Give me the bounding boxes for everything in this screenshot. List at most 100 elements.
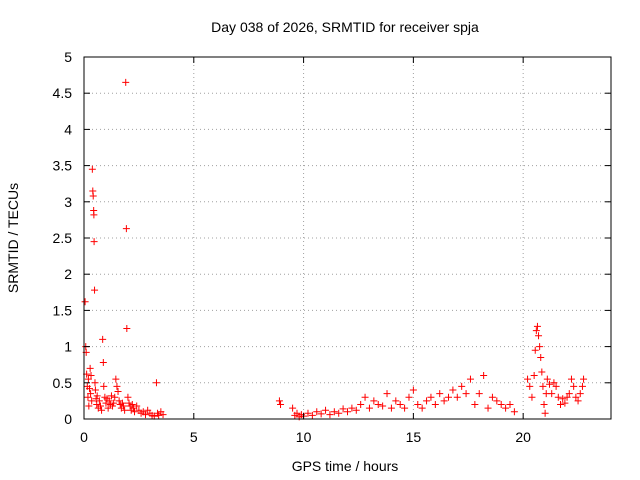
data-point <box>100 382 108 390</box>
data-point <box>484 404 492 412</box>
data-point <box>317 410 325 418</box>
data-point <box>526 382 534 390</box>
data-point <box>440 397 448 405</box>
data-point <box>546 380 554 388</box>
data-point <box>96 402 104 410</box>
data-point <box>561 399 569 407</box>
data-point <box>85 385 93 393</box>
data-point <box>81 298 89 306</box>
data-point <box>576 390 584 398</box>
data-point <box>275 397 283 405</box>
y-tick-label: 1.5 <box>53 302 73 318</box>
data-point <box>155 411 163 419</box>
data-point <box>289 404 297 412</box>
data-point <box>572 393 580 401</box>
data-point <box>540 401 548 409</box>
data-point <box>497 401 505 409</box>
data-point <box>578 382 586 390</box>
data-point <box>133 402 141 410</box>
data-point <box>99 335 107 343</box>
data-point <box>150 412 158 420</box>
data-point <box>488 393 496 401</box>
data-point <box>93 392 101 400</box>
data-point <box>330 408 338 416</box>
data-point <box>84 375 92 383</box>
y-tick-label: 3.5 <box>53 158 73 174</box>
data-point <box>466 375 474 383</box>
data-point <box>87 372 95 380</box>
axis-ticks <box>83 56 611 420</box>
data-point <box>401 404 409 412</box>
data-point <box>409 386 417 394</box>
data-point <box>552 382 560 390</box>
data-point <box>535 332 543 340</box>
data-point <box>550 379 558 387</box>
data-point <box>556 401 564 409</box>
y-tick-label: 4 <box>64 121 72 137</box>
data-point <box>423 397 431 405</box>
data-point <box>91 386 99 394</box>
data-point <box>124 393 132 401</box>
data-point <box>141 411 149 419</box>
data-point <box>107 392 115 400</box>
data-point <box>580 375 588 383</box>
data-point <box>125 399 133 407</box>
data-point <box>475 390 483 398</box>
x-tick-label: 0 <box>80 429 88 445</box>
data-point <box>90 238 98 246</box>
data-point <box>436 390 444 398</box>
data-point <box>89 192 97 200</box>
data-point <box>326 411 334 419</box>
data-point <box>445 393 453 401</box>
data-point <box>537 353 545 361</box>
data-point <box>449 386 457 394</box>
data-point <box>308 411 316 419</box>
data-point <box>293 409 301 417</box>
data-point <box>506 401 514 409</box>
data-point <box>563 393 571 401</box>
data-point <box>114 387 122 395</box>
data-point <box>453 393 461 401</box>
data-point <box>471 401 479 409</box>
data-point <box>105 397 113 405</box>
data-point <box>361 393 369 401</box>
y-tick-label: 0.5 <box>53 375 73 391</box>
data-point <box>541 409 549 417</box>
data-point <box>365 404 373 412</box>
grid-lines <box>84 57 611 419</box>
data-point <box>90 211 98 219</box>
data-point <box>543 375 551 383</box>
data-point <box>120 402 128 410</box>
y-tick-label: 4.5 <box>53 85 73 101</box>
x-tick-label: 10 <box>296 429 312 445</box>
x-tick-label: 5 <box>190 429 198 445</box>
data-point <box>110 399 118 407</box>
y-tick-label: 1 <box>64 339 72 355</box>
data-point <box>493 397 501 405</box>
y-tick-label: 2.5 <box>53 230 73 246</box>
data-point <box>277 401 285 409</box>
data-point <box>405 393 413 401</box>
y-tick-label: 5 <box>64 49 72 65</box>
data-point <box>532 327 540 335</box>
data-point <box>418 404 426 412</box>
data-point <box>370 397 378 405</box>
data-point <box>554 393 562 401</box>
data-point <box>84 393 92 401</box>
data-point <box>458 382 466 390</box>
data-point <box>113 382 121 390</box>
y-tick-label: 2 <box>64 266 72 282</box>
data-point <box>379 402 387 410</box>
data-point <box>131 408 139 416</box>
data-point <box>88 165 96 173</box>
data-point <box>111 393 119 401</box>
y-tick-label: 0 <box>64 411 72 427</box>
data-point <box>87 390 95 398</box>
data-point <box>85 402 93 410</box>
data-point <box>383 390 391 398</box>
data-point <box>322 406 330 414</box>
data-point <box>533 322 541 330</box>
data-point <box>98 406 106 414</box>
data-point <box>128 401 136 409</box>
